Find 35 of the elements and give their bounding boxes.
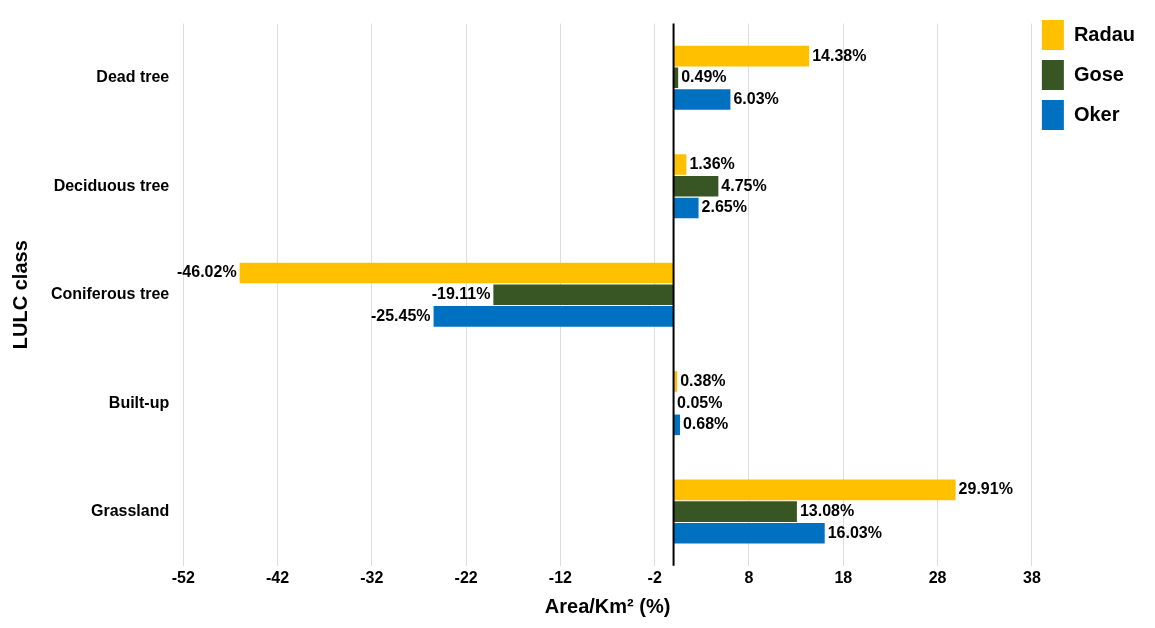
data-label: 13.08% — [799, 501, 855, 519]
x-tick-label: -52 — [171, 568, 195, 586]
y-tick-label: Coniferous tree — [50, 285, 170, 303]
data-label: 0.68% — [682, 415, 729, 433]
data-label: 2.65% — [701, 198, 747, 216]
x-tick-label: -42 — [265, 568, 290, 586]
data-label: 29.91% — [958, 480, 1013, 498]
x-tick-label: 18 — [834, 568, 853, 586]
data-label: 16.03% — [827, 523, 882, 541]
x-axis-title: Area/Km² (%) — [544, 594, 671, 617]
data-label: -25.45% — [371, 306, 431, 324]
x-tick-label: -2 — [647, 568, 662, 586]
y-tick-label: Dead tree — [96, 68, 170, 86]
legend-label: Radau — [1073, 22, 1135, 45]
y-tick-label: Built-up — [108, 393, 170, 411]
data-label: 4.75% — [721, 176, 767, 194]
x-tick-label: 38 — [1022, 568, 1041, 586]
data-label: 14.38% — [812, 46, 867, 64]
x-tick-label: 28 — [928, 568, 947, 586]
x-tick-label: 8 — [744, 568, 754, 586]
x-tick-label: -32 — [360, 568, 384, 586]
data-label: -19.11% — [431, 285, 491, 303]
legend-label: Gose — [1073, 62, 1124, 85]
x-tick-label: -12 — [548, 568, 573, 586]
legend-label: Oker — [1073, 102, 1120, 125]
y-tick-label: Grassland — [90, 501, 170, 519]
data-label: 0.49% — [681, 68, 727, 86]
data-label: 6.03% — [733, 89, 779, 107]
data-label: 0.38% — [680, 371, 726, 389]
data-label: -46.02% — [177, 263, 237, 281]
x-tick-label: -22 — [454, 568, 478, 586]
y-axis-title: LULC class — [8, 240, 31, 350]
data-label: 1.36% — [689, 154, 735, 172]
data-label: 0.05% — [677, 393, 723, 411]
y-tick-label: Deciduous tree — [53, 176, 170, 194]
